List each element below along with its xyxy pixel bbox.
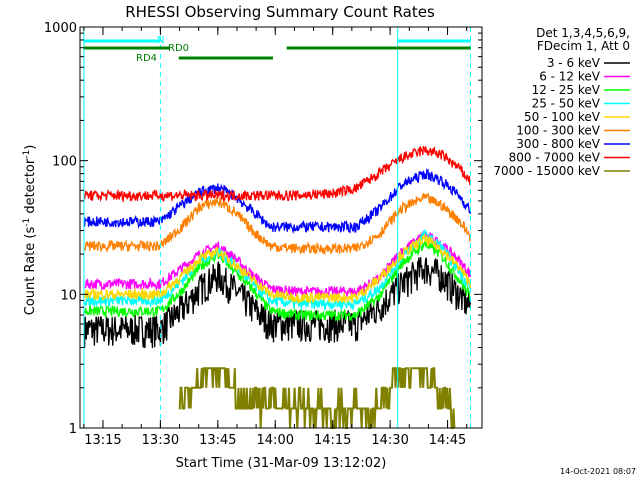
plot-frame <box>79 26 483 429</box>
x-tick-label: 14:00 <box>257 433 294 448</box>
x-tick-label: 13:15 <box>84 433 121 448</box>
y-label-sup2: -1 <box>22 150 32 159</box>
legend-label: 25 - 50 keV <box>532 97 601 111</box>
flag-label-rd0: RD0 <box>168 43 189 54</box>
legend-header-2: FDecim 1, Att 0 <box>537 39 630 53</box>
trace-300-800keV <box>83 167 472 235</box>
y-tick-label: 100 <box>52 155 77 170</box>
x-axis-label: Start Time (31-Mar-09 13:12:02) <box>176 456 387 471</box>
x-tick-label: 14:15 <box>314 433 351 448</box>
trace-50-100keV <box>83 233 472 304</box>
markers-layer <box>83 27 472 428</box>
trace-800-7000keV <box>83 145 472 204</box>
x-tick-label: 13:30 <box>142 433 179 448</box>
y-label-mid: detector <box>23 158 38 218</box>
y-label-main: Count Rate (s <box>23 227 38 316</box>
x-tick-label: 13:45 <box>199 433 236 448</box>
legend-label: 7000 - 15000 keV <box>493 164 600 178</box>
legend-label: 12 - 25 keV <box>532 83 601 97</box>
legend-label: 800 - 7000 keV <box>509 151 601 165</box>
x-tick-label: 14:45 <box>429 433 466 448</box>
trace-100-300keV <box>83 192 472 255</box>
flags-layer: N RD0 RD4 <box>83 35 471 64</box>
trace-25-50keV <box>83 228 472 312</box>
x-tick-label: 14:30 <box>371 433 408 448</box>
axes-layer: 13:15 13:30 13:45 14:00 14:15 14:30 14:45 1 10 10… <box>44 21 482 448</box>
y-label-end: ) <box>23 145 38 150</box>
legend-label: 50 - 100 keV <box>524 110 601 124</box>
legend-label: 100 - 300 keV <box>516 124 600 138</box>
y-tick-label: 1000 <box>44 21 77 36</box>
timestamp: 14-Oct-2021 08:07 <box>560 467 636 476</box>
y-axis-label: Count Rate (s-1 detector-1) <box>22 145 38 316</box>
legend-label: 6 - 12 keV <box>539 70 601 84</box>
trace-7000-15000keV <box>178 367 456 429</box>
legend-label: 3 - 6 keV <box>547 56 601 70</box>
flag-label-n: N <box>157 35 164 46</box>
y-label-sup1: -1 <box>22 218 32 227</box>
trace-12-25keV <box>83 240 472 322</box>
flag-label-rd4: RD4 <box>136 53 157 64</box>
y-tick-label: 10 <box>60 288 77 303</box>
y-tick-label: 1 <box>69 422 77 437</box>
legend-label: 300 - 800 keV <box>516 137 600 151</box>
traces-layer <box>83 145 472 429</box>
legend-header-1: Det 1,3,4,5,6,9, <box>536 26 630 40</box>
chart-title: RHESSI Observing Summary Count Rates <box>125 3 435 21</box>
